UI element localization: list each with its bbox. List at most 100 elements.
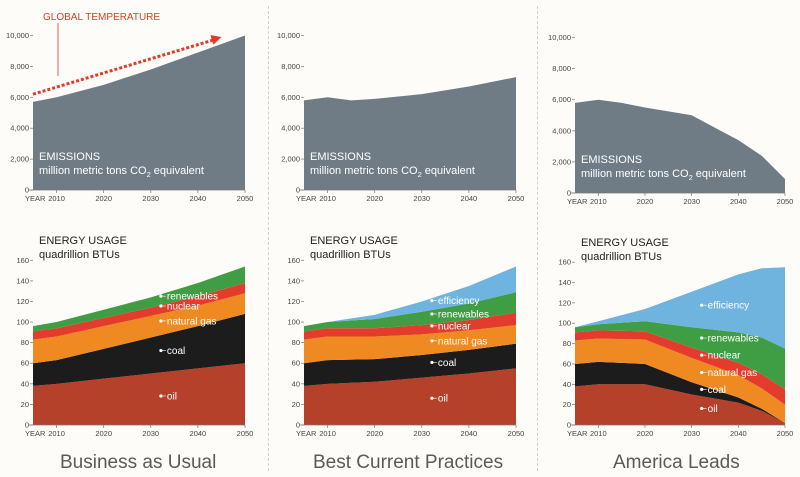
energy-1-year-label: YEAR <box>25 429 46 438</box>
energy-2-ytick-label: 140 <box>287 276 300 285</box>
energy-1-natural-gas-label: natural gas <box>167 316 216 327</box>
energy-1-nuclear-label: nuclear <box>167 302 200 313</box>
emissions-1-xtick-label: 2010 <box>48 194 65 203</box>
energy-1-xtick-label: 2050 <box>237 429 254 438</box>
energy-2-oil-label: oil <box>438 394 448 405</box>
energy-1-layer-natural-gas <box>33 293 245 364</box>
emissions-3-year-label: YEAR <box>567 197 588 206</box>
emissions-3-label-units: million metric tons CO2 equivalent <box>581 168 746 182</box>
energy-3-xtick-label: 2050 <box>777 429 794 438</box>
energy-1-ytick-label: 20 <box>21 400 29 409</box>
global-temperature-arrowhead <box>210 35 222 45</box>
emissions-1-ytick-label: 8,000 <box>10 62 29 71</box>
global-temperature-line <box>32 38 214 96</box>
energy-2-ytick-label: 20 <box>292 400 300 409</box>
emissions-3-xtick-label: 2020 <box>637 197 654 206</box>
emissions-1-xtick-label: 2030 <box>142 194 159 203</box>
energy-3-xtick-label: 2040 <box>730 429 747 438</box>
emissions-3-ytick-label: 4,000 <box>552 126 571 135</box>
global-temperature-title: GLOBAL TEMPERATURE <box>43 12 160 23</box>
energy-1-layer-coal <box>33 313 245 386</box>
energy-1-renewables-label: renewables <box>167 292 218 303</box>
emissions-3-area <box>575 99 785 193</box>
energy-3-title: ENERGY USAGE <box>581 237 669 249</box>
energy-1-coal-dot <box>159 348 163 353</box>
emissions-3-ytick-label: 6,000 <box>552 95 571 104</box>
emissions-1-xtick-label: 2020 <box>95 194 112 203</box>
energy-1-nuclear-dot <box>159 304 163 308</box>
energy-2-xtick-label: 2030 <box>413 429 430 438</box>
emissions-1-year-label: YEAR <box>25 194 46 203</box>
energy-2-units: quadrillion BTUs <box>310 249 391 261</box>
energy-1-ytick-label: 140 <box>16 276 29 285</box>
energy-2-nuclear-label: nuclear <box>438 321 471 332</box>
energy-2-efficiency-label: efficiency <box>438 296 480 307</box>
energy-3-ytick-label: 20 <box>563 400 571 409</box>
energy-1-xtick-label: 2020 <box>95 429 112 438</box>
emissions-2-ytick-label: 4,000 <box>281 124 300 133</box>
emissions-3-xtick-label: 2010 <box>590 197 607 206</box>
energy-3-ytick-label: 40 <box>563 380 571 389</box>
energy-2-ytick-label: 100 <box>287 318 300 327</box>
emissions-3-xtick-label: 2030 <box>683 197 700 206</box>
emissions-2-ytick-label: 0 <box>296 186 300 195</box>
emissions-2-xtick-label: 2050 <box>508 194 525 203</box>
emissions-1-ytick-label: 10,000 <box>6 31 29 40</box>
footer-business-as-usual: Business as Usual <box>60 452 217 473</box>
energy-1-xtick-label: 2030 <box>142 429 159 438</box>
energy-1-ytick-label: 160 <box>16 256 29 265</box>
energy-2-ytick-label: 60 <box>292 359 300 368</box>
energy-2-year-label: YEAR <box>296 429 317 438</box>
energy-1-ytick-label: 80 <box>21 338 29 347</box>
energy-2-ytick-label: 80 <box>292 338 300 347</box>
emissions-3-ytick-label: 10,000 <box>548 33 571 42</box>
energy-3-xtick-label: 2010 <box>590 429 607 438</box>
energy-1-title: ENERGY USAGE <box>39 235 127 247</box>
column-divider <box>537 6 538 471</box>
energy-3-ytick-label: 100 <box>558 319 571 328</box>
energy-2-ytick-label: 0 <box>296 421 300 430</box>
energy-3-ytick-label: 160 <box>558 258 571 267</box>
emissions-2-xtick-label: 2020 <box>366 194 383 203</box>
energy-3-layer-natural-gas <box>575 338 785 423</box>
energy-1-natural-gas-dot <box>159 319 163 323</box>
footer-america-leads: America Leads <box>613 452 740 473</box>
energy-3-efficiency-label: efficiency <box>708 301 750 312</box>
emissions-1-area <box>33 35 245 190</box>
energy-3-year-label: YEAR <box>567 429 588 438</box>
energy-3-oil-label: oil <box>708 404 718 415</box>
energy-3-layer-oil <box>575 384 785 425</box>
energy-3-xtick-label: 2030 <box>683 429 700 438</box>
energy-3-natural-gas-label: natural gas <box>708 368 757 379</box>
energy-3-ytick-label: 80 <box>563 339 571 348</box>
emissions-3-ytick-label: 2,000 <box>552 157 571 166</box>
energy-1-oil-dot <box>159 394 163 398</box>
energy-3-ytick-label: 60 <box>563 359 571 368</box>
energy-2-layer-efficiency <box>304 266 516 327</box>
emissions-3-xtick-label: 2040 <box>730 197 747 206</box>
energy-1-layer-nuclear <box>33 282 245 340</box>
energy-1-ytick-label: 100 <box>16 318 29 327</box>
energy-2-ytick-label: 160 <box>287 256 300 265</box>
energy-3-ytick-label: 0 <box>567 421 571 430</box>
emissions-1-xtick-label: 2040 <box>190 194 207 203</box>
emissions-2-ytick-label: 10,000 <box>277 31 300 40</box>
energy-2-ytick-label: 120 <box>287 297 300 306</box>
energy-2-renewables-label: renewables <box>438 309 489 320</box>
energy-2-coal-label: coal <box>438 358 456 369</box>
emissions-2-xtick-label: 2030 <box>413 194 430 203</box>
emissions-2-year-label: YEAR <box>296 194 317 203</box>
energy-3-xtick-label: 2020 <box>637 429 654 438</box>
energy-1-units: quadrillion BTUs <box>39 249 120 261</box>
energy-2-xtick-label: 2040 <box>461 429 478 438</box>
energy-1-xtick-label: 2040 <box>190 429 207 438</box>
energy-1-ytick-label: 60 <box>21 359 29 368</box>
energy-2-layer-coal <box>304 343 516 386</box>
energy-2-layer-renewables <box>304 292 516 332</box>
energy-3-ytick-label: 120 <box>558 298 571 307</box>
energy-2-xtick-label: 2010 <box>319 429 336 438</box>
energy-3-units: quadrillion BTUs <box>581 251 662 263</box>
energy-3-layer-efficiency <box>575 267 785 349</box>
